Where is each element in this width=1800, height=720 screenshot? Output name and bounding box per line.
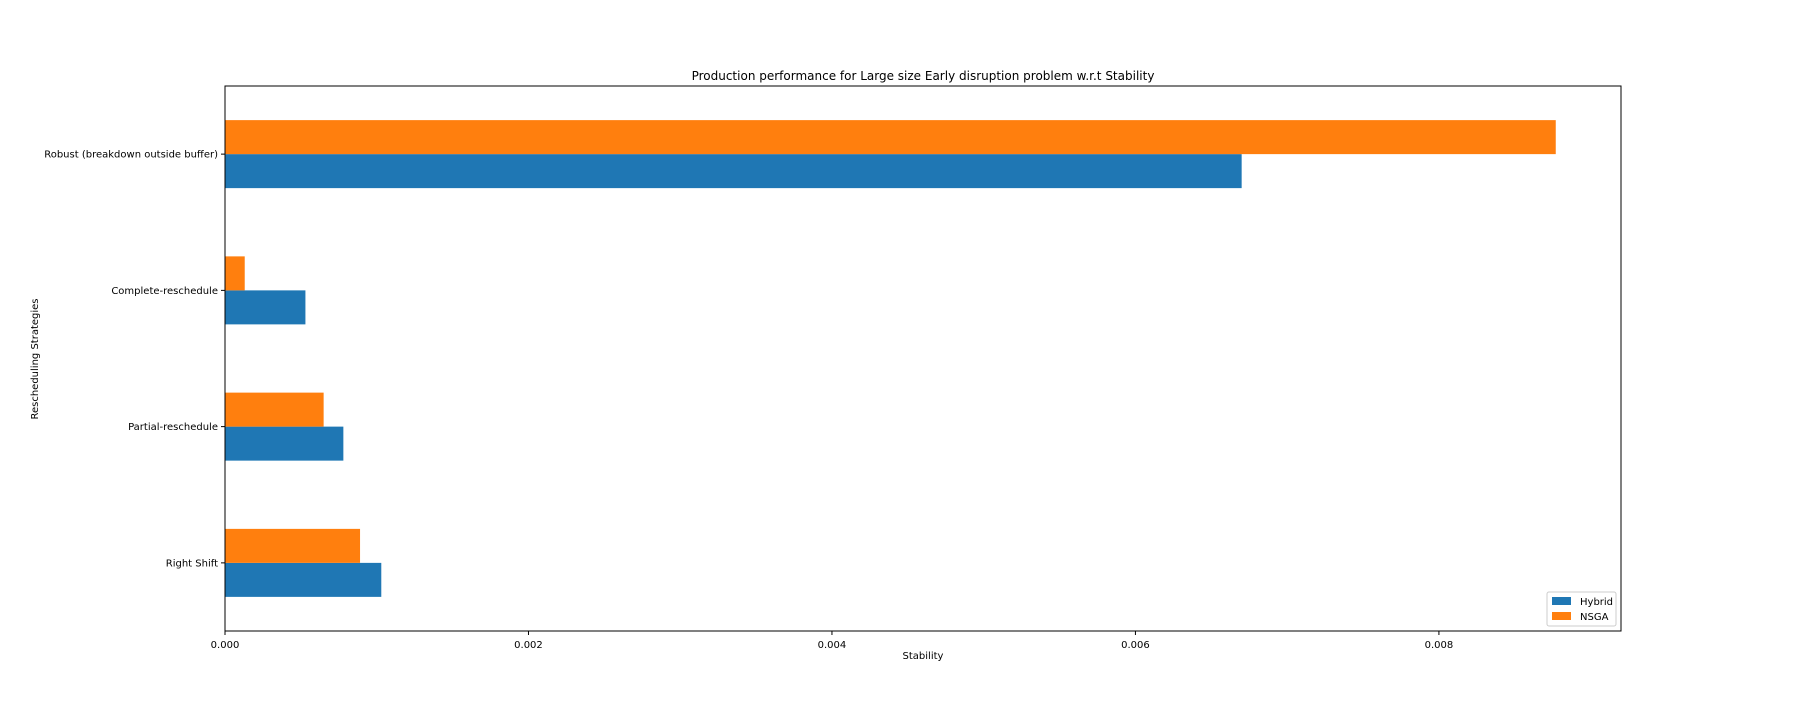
bar-hybrid-partial-reschedule bbox=[225, 426, 344, 461]
x-tick-label: 0.002 bbox=[514, 640, 543, 651]
x-tick-label: 0.000 bbox=[211, 640, 240, 651]
legend: Hybrid NSGA bbox=[1546, 591, 1617, 627]
bar-hybrid-robust-breakdown-outside-buffer bbox=[225, 154, 1242, 189]
y-tick-label: Right Shift bbox=[166, 558, 218, 569]
plot-frame bbox=[224, 85, 1622, 632]
bar-nsga-right-shift bbox=[225, 528, 361, 563]
y-axis-label: Rescheduling Strategies bbox=[30, 298, 41, 419]
y-tick-label: Partial-reschedule bbox=[128, 422, 218, 433]
y-axis-ticks: Right Shift Partial-reschedule Complete-re… bbox=[44, 150, 225, 569]
x-axis-ticks: 0.000 0.002 0.004 0.006 0.008 bbox=[211, 631, 1454, 651]
bar-nsga-partial-reschedule bbox=[225, 392, 324, 427]
x-tick-label: 0.008 bbox=[1425, 640, 1454, 651]
x-axis-label: Stability bbox=[903, 651, 944, 662]
legend-label-nsga: NSGA bbox=[1580, 612, 1609, 623]
bar-nsga-robust-breakdown-outside-buffer bbox=[225, 120, 1556, 155]
x-tick-label: 0.006 bbox=[1121, 640, 1150, 651]
bars-layer bbox=[225, 120, 1556, 597]
x-tick-label: 0.004 bbox=[818, 640, 847, 651]
bar-hybrid-complete-reschedule bbox=[225, 290, 306, 325]
legend-swatch-hybrid bbox=[1552, 597, 1571, 605]
legend-label-hybrid: Hybrid bbox=[1580, 597, 1613, 608]
y-tick-label: Complete-reschedule bbox=[111, 286, 218, 297]
bar-nsga-complete-reschedule bbox=[225, 256, 245, 291]
chart-title: Production performance for Large size Ea… bbox=[692, 69, 1155, 83]
y-tick-label: Robust (breakdown outside buffer) bbox=[44, 150, 218, 161]
legend-swatch-nsga bbox=[1552, 612, 1571, 620]
bar-hybrid-right-shift bbox=[225, 562, 382, 597]
